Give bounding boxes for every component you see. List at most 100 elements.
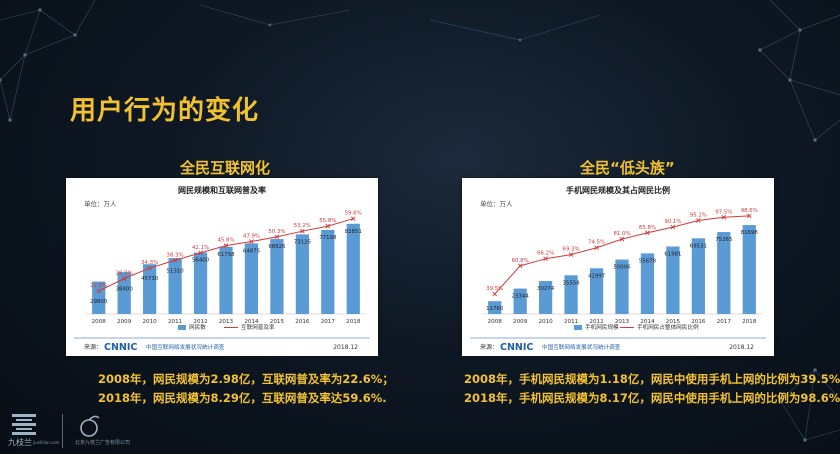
line-point [223,243,229,248]
line-point [746,213,752,219]
bar-value-label: 38400 [116,287,134,293]
bar-value-label: 82851 [345,229,362,235]
bar-2015 [270,239,284,314]
bar-value-label: 35558 [563,280,581,286]
bar-value-label: 75265 [715,237,732,243]
bar-2016 [295,234,309,314]
jiuzhilan-logo-icon [12,414,36,435]
x-tick-label: 2018 [742,319,757,325]
source-label: 来源： [84,343,102,351]
left-note-1: 2008年，网民规模为2.98亿，互联网普及率为22.6%； [98,372,394,386]
x-tick-label: 2010 [539,319,554,325]
x-tick-label: 2012 [589,319,603,325]
bar-value-label: 81698 [741,230,759,236]
x-tick-label: 2011 [564,319,579,325]
line-point [325,223,331,229]
bar-2013 [219,246,233,314]
line-value-label: 28.9% [116,271,133,277]
line-point [96,288,102,294]
bar-2012 [589,268,604,314]
bar-value-label: 45730 [141,276,159,282]
line-value-label: 38.3% [167,252,184,258]
bar-2013 [615,259,629,314]
page-title: 用户行为的变化 [70,96,260,126]
line-point [249,239,254,244]
bar-value-label: 23344 [512,294,530,300]
legend-bar-swatch [178,325,186,330]
line-point [696,218,701,223]
bar-value-label: 61758 [217,252,235,258]
cnnic-logo: CNNIC [104,342,137,353]
bar-value-label: 73125 [294,239,311,245]
legend-line-label: 手机网民占整体网民比例 [637,323,699,331]
left-notes: 2008年，网民规模为2.98亿，互联网普及率为22.6%； 2018年，网民规… [98,370,394,408]
bar-value-label: 29800 [90,299,108,305]
line-point [147,265,152,271]
line-point [645,230,650,236]
logo-divider [62,414,63,448]
legend-bar-label: 网民数 [189,323,206,331]
line-value-label: 97.5% [715,209,732,215]
line-point [568,252,574,257]
bar-value-label: 61981 [664,252,681,258]
x-tick-label: 2010 [143,319,158,325]
line-value-label: 81.0% [613,231,630,237]
bar-2012 [193,252,208,314]
x-tick-label: 2018 [346,319,361,325]
line-value-label: 53.2% [294,223,311,229]
line-point [670,224,676,230]
bar-value-label: 56400 [192,258,210,264]
x-tick-label: 2011 [168,319,183,325]
bar-2016 [691,238,705,314]
line-point [543,256,548,262]
line-value-label: 69.3% [563,247,580,253]
line-value-label: 90.1% [664,219,681,225]
line-point [492,291,498,297]
company-logo-text: 北京九枝兰广告有限公司 [75,440,131,446]
company-logo-icon [80,415,100,437]
x-tick-label: 2017 [717,319,732,325]
chart-unit-label: 单位：万人 [84,199,117,208]
source-text: 中国互联网络发展状况统计调查 [542,343,621,351]
left-note-2: 2018年，网民规模为8.29亿，互联网普及率达59.6%. [98,391,387,405]
line-value-label: 45.8% [217,238,234,244]
line-point [121,276,127,281]
line-point [619,236,625,242]
right-notes: 2008年，手机网民规模为1.18亿，网民中使用手机上网的比例为39.5%； 2… [464,370,840,408]
bar-2015 [666,246,680,314]
source-text: 中国互联网络发展状况统计调查 [146,343,225,351]
right-subtitle: 全民“低头族” [580,159,675,177]
line-point [198,250,203,256]
line-value-label: 98.6% [741,208,758,214]
jiuzhilan-logo-text: 九枝兰 [8,438,32,447]
bar-value-label: 55678 [639,258,657,264]
bar-value-label: 51310 [167,268,185,274]
bar-value-label: 64875 [243,248,260,254]
jiuzhilan-logo: 九枝兰 [8,412,46,448]
x-tick-label: 2012 [193,319,207,325]
bar-2011 [168,258,182,314]
line-value-label: 42.1% [192,245,209,251]
bar-2017 [321,229,335,314]
chart-title: 手机网民规模及其占网民比例 [566,185,670,195]
line-point [350,216,356,222]
x-tick-label: 2016 [295,319,310,325]
source-label: 来源： [480,343,498,351]
bar-2017 [717,232,731,314]
bar-2014 [244,243,259,314]
line-value-label: 60.8% [512,258,529,264]
bar-value-label: 77198 [319,235,337,241]
bar-2014 [640,253,655,314]
bar-2009 [513,288,527,314]
bar-2009 [117,272,131,314]
line-point [517,263,523,269]
x-tick-label: 2015 [666,319,681,325]
x-tick-label: 2013 [219,319,234,325]
bar-2018 [346,223,360,314]
source-date: 2018.12 [729,344,754,351]
line-point [594,245,599,251]
legend-bar-swatch [574,325,582,330]
line-value-label: 85.8% [639,225,656,231]
